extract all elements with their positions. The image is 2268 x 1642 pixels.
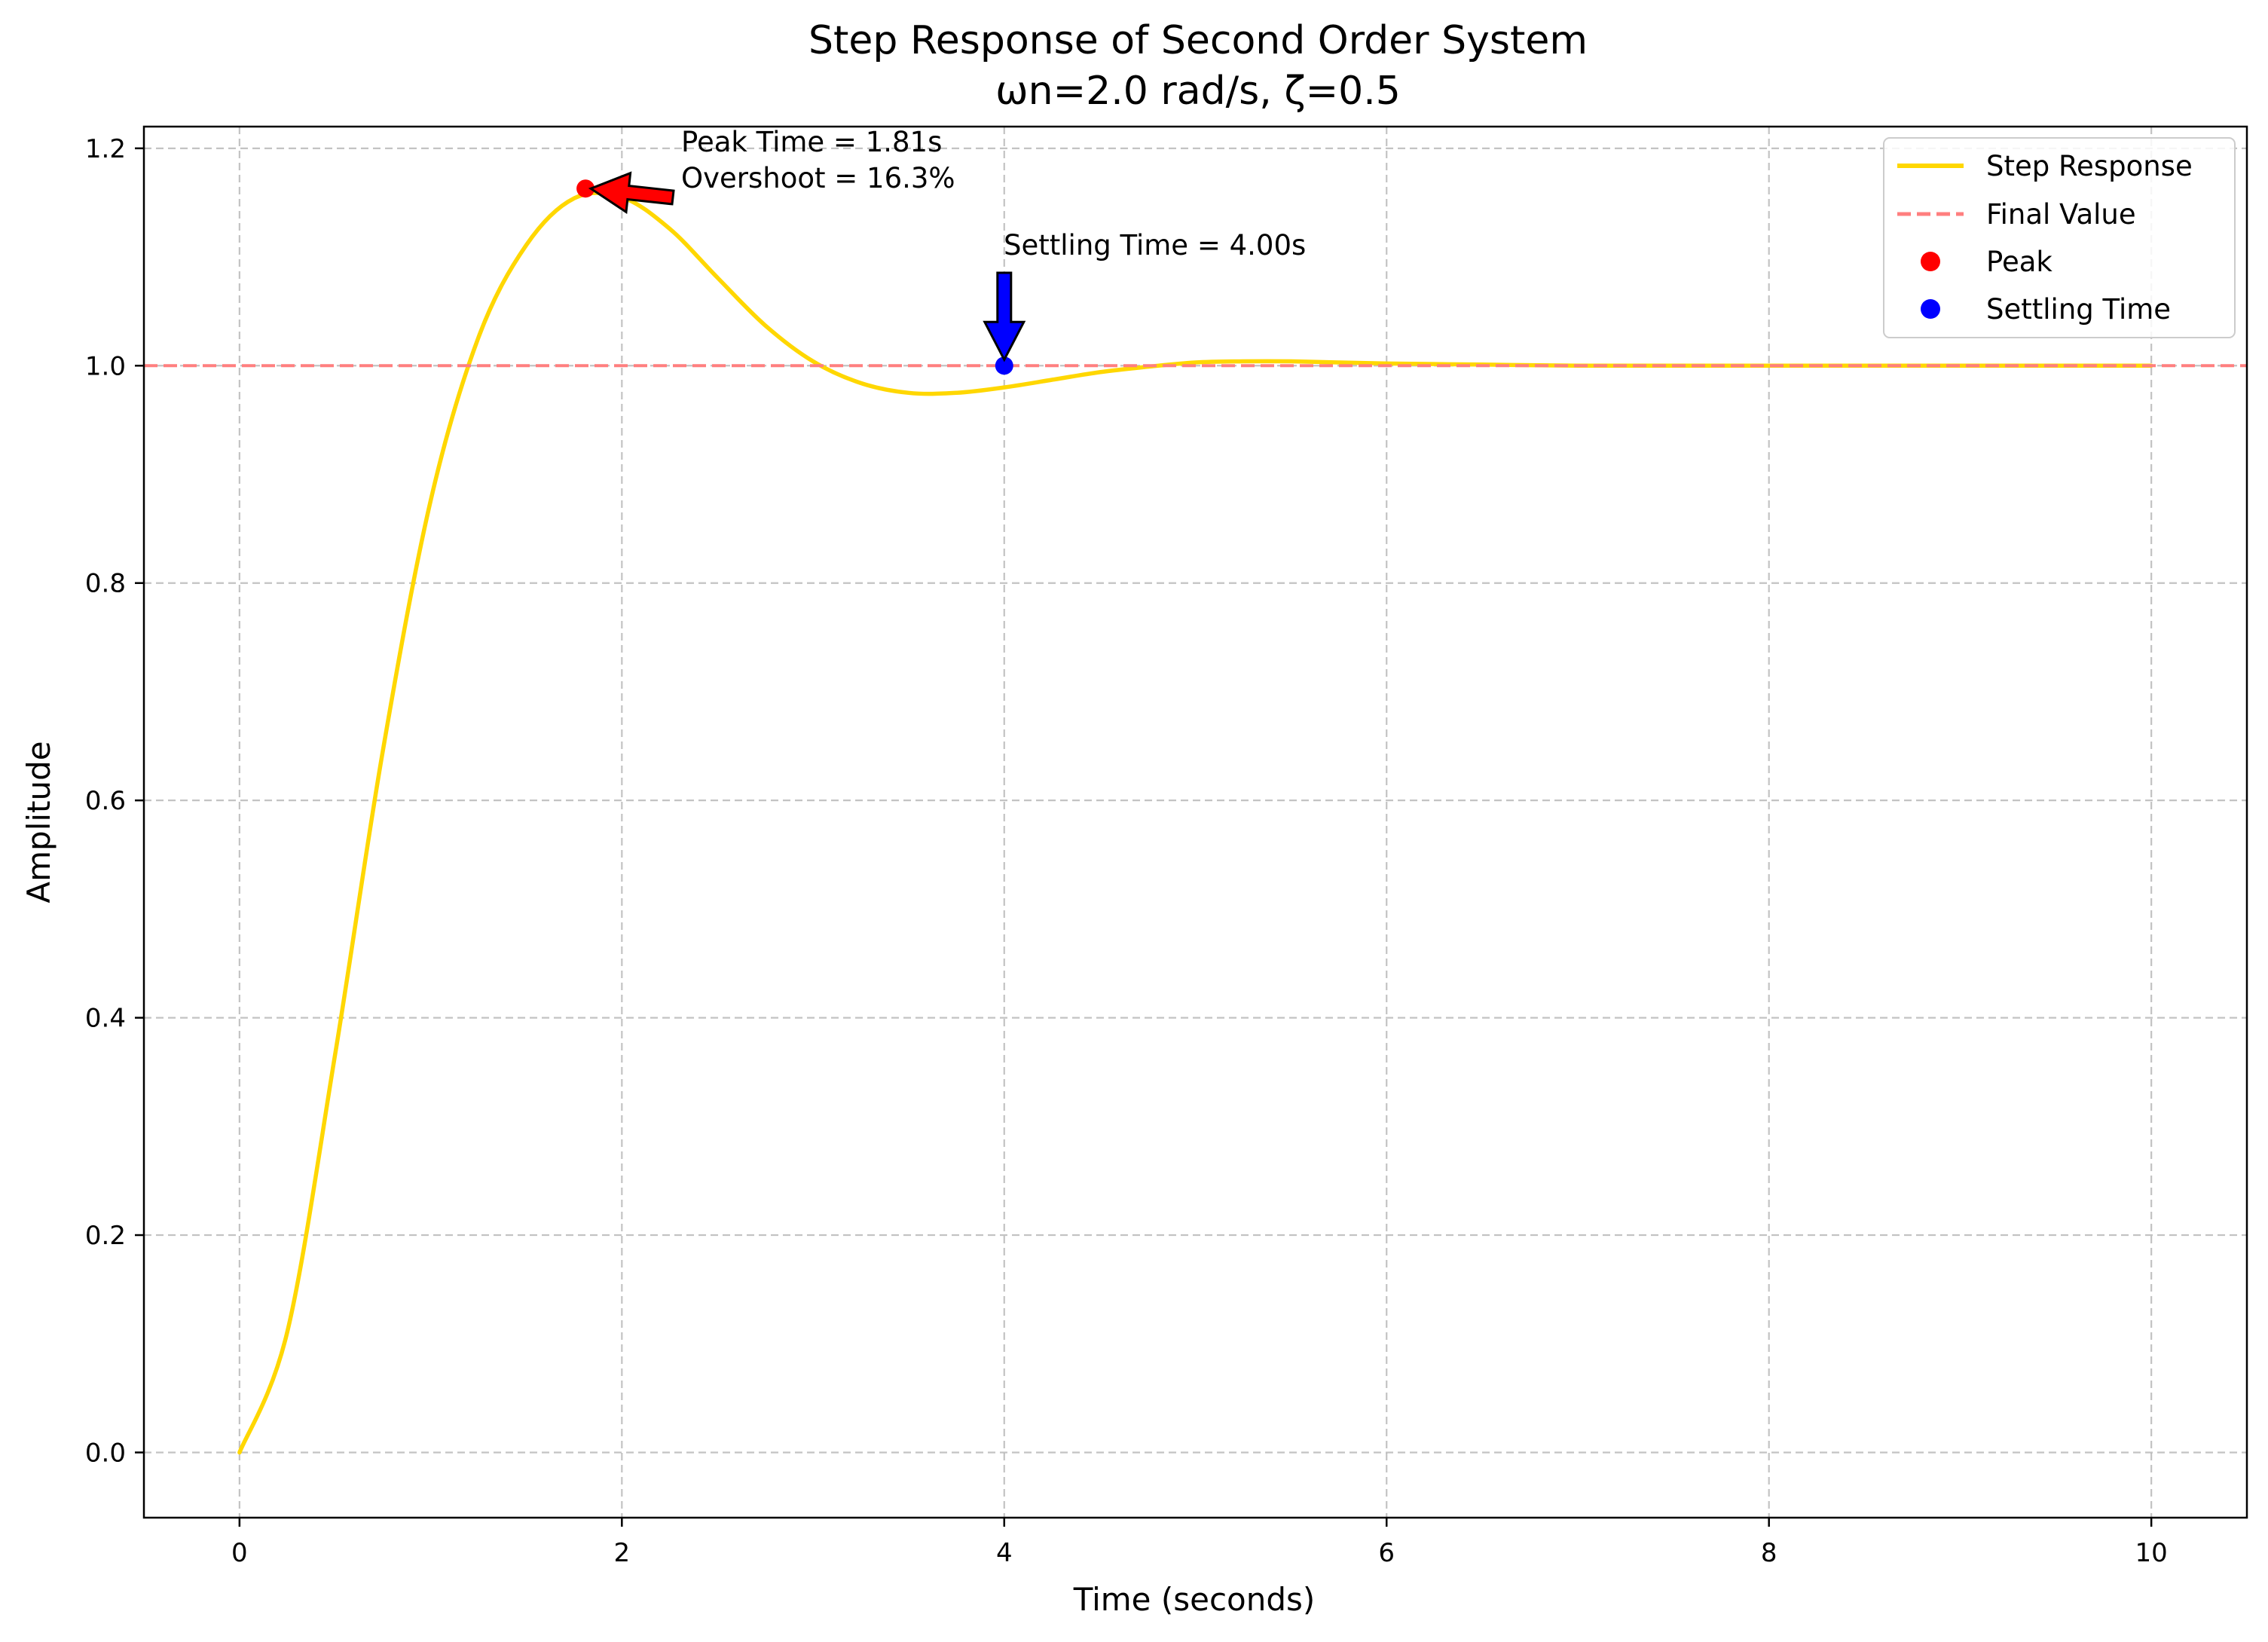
chart-title: Step Response of Second Order System: [808, 18, 1588, 63]
y-tick-label: 1.2: [85, 134, 126, 164]
x-tick-label: 6: [1378, 1538, 1395, 1568]
settling-time-marker: [995, 356, 1013, 375]
chart-subtitle: ωn=2.0 rad/s, ζ=0.5: [995, 69, 1401, 114]
x-axis-label: Time (seconds): [1073, 1581, 1316, 1618]
legend-box: [1883, 137, 2236, 338]
y-tick-label: 0.2: [85, 1221, 126, 1251]
x-tick-label: 2: [613, 1538, 630, 1568]
legend-label-peak: Peak: [1986, 246, 2053, 278]
y-axis-label: Amplitude: [20, 741, 57, 903]
y-tick-label: 0.0: [85, 1438, 126, 1468]
x-tick-label: 8: [1761, 1538, 1777, 1568]
settling-annotation-text: Settling Time = 4.00s: [1004, 229, 1306, 261]
x-tick-label: 0: [231, 1538, 248, 1568]
annotations: Peak Time = 1.81s Overshoot = 16.3% Sett…: [588, 126, 1306, 362]
plot-frame: [142, 125, 2248, 1519]
peak-annotation-arrow: [588, 171, 675, 215]
settling-annotation-arrow: [983, 271, 1026, 362]
peak-annotation-line-1: Peak Time = 1.81s: [681, 126, 942, 158]
y-tick-label: 1.0: [85, 351, 126, 381]
legend-label-final-value: Final Value: [1986, 198, 2136, 231]
legend-swatch-settling-time: [1921, 299, 1940, 319]
plot-area: [144, 179, 2247, 1455]
peak-annotation-line-2: Overshoot = 16.3%: [681, 162, 955, 194]
legend-swatch-peak: [1921, 252, 1940, 271]
y-tick-label: 0.8: [85, 569, 126, 599]
legend-label-settling-time: Settling Time: [1986, 293, 2171, 326]
axis-ticks: 0 2 4 6 8 10 0.0 0.2 0.4 0.6 0.8 1.0 1.2: [85, 134, 2168, 1568]
x-tick-label: 10: [2135, 1538, 2168, 1568]
y-tick-label: 0.4: [85, 1004, 126, 1034]
y-tick-label: 0.6: [85, 786, 126, 816]
x-tick-label: 4: [996, 1538, 1013, 1568]
legend: Step Response Final Value Peak Settling …: [1883, 137, 2236, 338]
legend-label-step-response: Step Response: [1986, 150, 2193, 182]
peak-marker: [576, 179, 595, 198]
